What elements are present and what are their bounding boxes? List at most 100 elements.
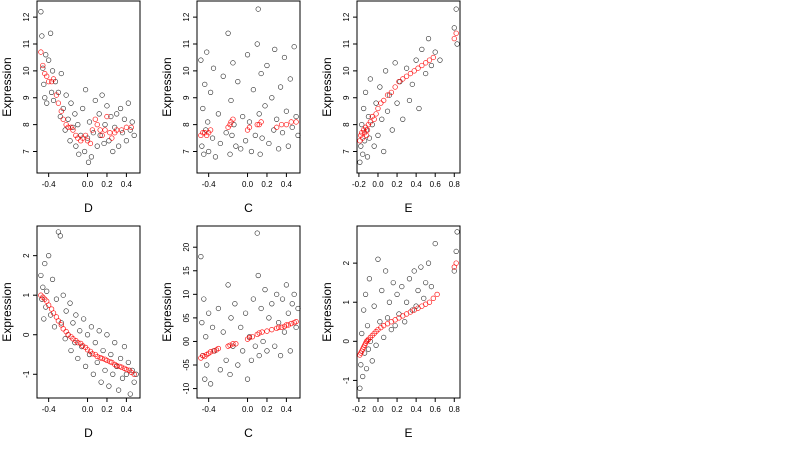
plot-frame [356, 225, 461, 399]
observed-point [57, 233, 63, 239]
observed-point [362, 89, 369, 95]
observed-point [112, 340, 118, 346]
observed-point [96, 111, 102, 117]
observed-point [212, 154, 219, 160]
fitted-point [94, 121, 100, 128]
observed-point [40, 65, 46, 71]
y-tick-label: 00 [182, 336, 191, 345]
observed-point [41, 316, 47, 322]
observed-point [73, 312, 79, 318]
observed-point [58, 70, 64, 77]
observed-point [79, 343, 85, 350]
fitted-point [369, 113, 375, 120]
fitted-point [283, 322, 290, 328]
observed-point [85, 159, 92, 165]
observed-point [252, 132, 258, 138]
x-tick-label: -0.2 [352, 180, 366, 189]
fitted-point [99, 355, 105, 362]
observed-point [287, 76, 293, 82]
y-tick-label: -05 [182, 359, 191, 371]
observed-point [235, 79, 241, 85]
observed-point [411, 268, 417, 274]
observed-point [386, 92, 393, 98]
fitted-point [75, 339, 81, 346]
x-tick-label: 0.4 [121, 405, 133, 414]
observed-point [215, 305, 221, 312]
observed-point [82, 148, 88, 155]
x-tick-label: 0.6 [430, 180, 442, 189]
y-axis-label: Expression [0, 282, 14, 341]
fitted-point [80, 343, 86, 349]
observed-point [371, 303, 377, 309]
fitted-point [256, 330, 262, 336]
observed-point [203, 334, 209, 340]
fitted-point [365, 121, 372, 128]
observed-point [41, 81, 47, 87]
x-tick-label: 0.0 [82, 405, 94, 414]
observed-point [119, 130, 126, 136]
fitted-point [423, 60, 429, 66]
fitted-point [128, 124, 134, 130]
observed-point [92, 340, 98, 346]
observed-point [409, 81, 415, 87]
observed-point [98, 379, 104, 385]
fitted-point [388, 89, 394, 96]
plot-frame [356, 0, 461, 174]
fitted-point [65, 124, 71, 130]
x-tick-label: 0.4 [121, 180, 133, 189]
observed-point [250, 87, 256, 93]
fitted-point [109, 135, 115, 141]
observed-point [53, 296, 60, 302]
observed-point [42, 95, 48, 101]
panel-3: -0.2 0.0 0.2 0.4 0.6 0.8 7 8 9 10 11 12 E Expression [320, 0, 461, 215]
observed-point [418, 264, 424, 270]
fitted-point [419, 62, 425, 69]
x-axis-label: E [404, 201, 412, 215]
fitted-point [246, 335, 253, 341]
fitted-point [359, 130, 365, 136]
y-tick-label: 11 [342, 39, 351, 48]
y-tick-label: 12 [182, 12, 191, 21]
observed-point [80, 105, 86, 112]
fitted-point [84, 138, 91, 144]
fitted-point [89, 351, 96, 357]
fitted-point [453, 30, 459, 36]
observed-point [38, 9, 44, 15]
y-tick-label: 12 [342, 12, 351, 21]
observed-point [106, 138, 112, 144]
observed-point [104, 332, 110, 338]
fitted-point [107, 130, 113, 136]
x-tick-label: 0.4 [411, 180, 423, 189]
observed-point [451, 268, 457, 274]
observed-point [116, 387, 122, 393]
fitted-point [210, 348, 217, 354]
observed-point [248, 357, 255, 363]
observed-point [82, 363, 89, 369]
observed-point [423, 70, 429, 77]
observed-point [406, 97, 413, 104]
plot-frame [36, 0, 141, 174]
fitted-point [453, 260, 459, 266]
observed-point [377, 84, 383, 90]
fitted-point [426, 299, 433, 305]
observed-point [402, 319, 408, 325]
observed-point [238, 324, 244, 330]
y-tick-label: 7 [22, 149, 31, 154]
observed-point [399, 283, 405, 290]
fitted-point [363, 132, 370, 139]
observed-point [283, 108, 289, 114]
observed-point [204, 362, 210, 368]
fitted-point [92, 116, 98, 122]
observed-point [242, 138, 249, 144]
observed-point [70, 320, 76, 326]
observed-point [240, 113, 246, 120]
observed-point [255, 272, 261, 279]
fitted-point [378, 100, 384, 106]
fitted-point [434, 291, 440, 298]
fitted-point [274, 124, 280, 130]
observed-point [50, 97, 57, 104]
observed-point [244, 52, 251, 58]
observed-point [271, 127, 277, 133]
y-axis-label: Expression [160, 282, 174, 341]
fitted-point [80, 135, 86, 141]
